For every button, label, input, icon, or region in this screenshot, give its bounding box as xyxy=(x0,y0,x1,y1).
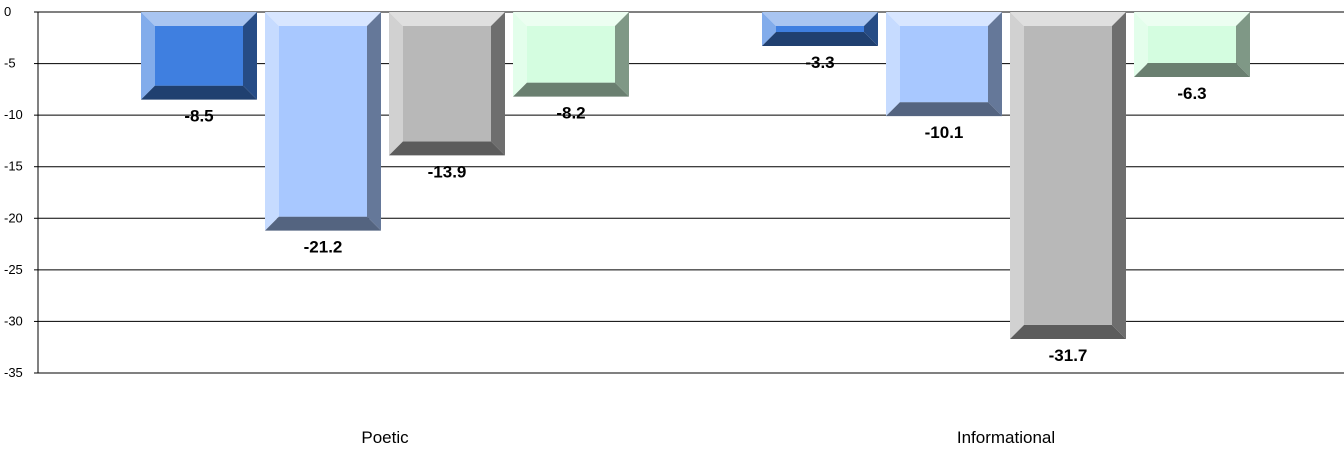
bar xyxy=(762,12,878,47)
x-category-label: Poetic xyxy=(361,428,409,447)
y-tick-label: -15 xyxy=(4,159,23,174)
y-tick-label: -20 xyxy=(4,210,23,225)
data-label: -8.5 xyxy=(184,107,213,126)
y-tick-label: -10 xyxy=(4,107,23,122)
data-label: -6.3 xyxy=(1177,84,1206,103)
bar xyxy=(886,12,1002,117)
bars xyxy=(141,12,1250,339)
data-label: -10.1 xyxy=(925,123,964,142)
data-label: -31.7 xyxy=(1049,346,1088,365)
bar xyxy=(265,12,381,231)
bar xyxy=(389,12,505,156)
y-tick-label: -5 xyxy=(4,56,16,71)
bar xyxy=(513,12,629,97)
bar xyxy=(1010,12,1126,339)
axes: 0 -5 -10 -15 -20 -25 -30 -35 Poetic Informational xyxy=(4,4,1055,447)
x-category-label: Informational xyxy=(957,428,1055,447)
data-label: -8.2 xyxy=(556,104,585,123)
y-tick-label: -30 xyxy=(4,313,23,328)
y-tick-label: -35 xyxy=(4,365,23,380)
y-tick-label: -25 xyxy=(4,262,23,277)
data-label: -3.3 xyxy=(805,53,834,72)
data-label: -21.2 xyxy=(304,238,343,257)
bar xyxy=(1134,12,1250,77)
data-label: -13.9 xyxy=(428,162,467,181)
y-tick-label: 0 xyxy=(4,4,11,19)
data-labels: -8.5 -21.2 -13.9 -8.2 -3.3 -10.1 -31.7 -6.3 xyxy=(184,53,1206,365)
bar xyxy=(141,12,257,100)
